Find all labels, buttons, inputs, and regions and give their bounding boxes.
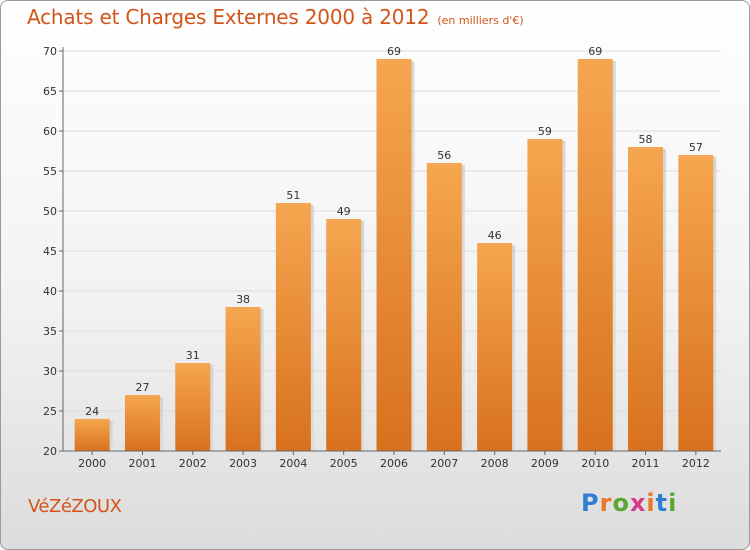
logo-letter: o bbox=[612, 489, 630, 517]
bar bbox=[74, 419, 110, 451]
bar-value-label: 57 bbox=[689, 141, 703, 154]
y-tick-label: 20 bbox=[43, 445, 57, 458]
chart-title-line: Achats et Charges Externes 2000 à 2012 (e… bbox=[27, 5, 524, 29]
x-tick-label: 2005 bbox=[330, 457, 358, 470]
logo-letter: t bbox=[655, 489, 669, 517]
logo-letter: P bbox=[581, 489, 600, 517]
y-tick-label: 40 bbox=[43, 285, 57, 298]
bar bbox=[477, 243, 513, 451]
logo-letter: x bbox=[629, 489, 647, 517]
bar-value-label: 56 bbox=[437, 149, 451, 162]
y-tick-label: 45 bbox=[43, 245, 57, 258]
x-tick-label: 2012 bbox=[682, 457, 710, 470]
bar-value-label: 58 bbox=[639, 133, 653, 146]
axis-layer: 20 25 30 35 40 45 50 55 60 65 70 2000 2001 2002 2003 20… bbox=[43, 45, 721, 470]
y-tick-label: 55 bbox=[43, 165, 57, 178]
bar bbox=[225, 307, 261, 451]
bar-value-label: 24 bbox=[85, 405, 99, 418]
x-tick-label: 2009 bbox=[531, 457, 559, 470]
bar bbox=[678, 155, 714, 451]
bar bbox=[628, 147, 664, 451]
y-tick-label: 50 bbox=[43, 205, 57, 218]
x-tick-label: 2001 bbox=[128, 457, 156, 470]
bar-value-label: 59 bbox=[538, 125, 552, 138]
bar bbox=[577, 59, 613, 451]
chart-title: Achats et Charges Externes 2000 à 2012 bbox=[27, 5, 430, 29]
bar-value-label: 27 bbox=[135, 381, 149, 394]
bar-value-label: 38 bbox=[236, 293, 250, 306]
bar-value-label: 46 bbox=[488, 229, 502, 242]
y-tick-label: 30 bbox=[43, 365, 57, 378]
y-tick-label: 60 bbox=[43, 125, 57, 138]
logo-letter: r bbox=[599, 489, 613, 517]
x-tick-label: 2000 bbox=[78, 457, 106, 470]
bar-value-label: 31 bbox=[186, 349, 200, 362]
x-tick-label: 2008 bbox=[481, 457, 509, 470]
bar bbox=[124, 395, 160, 451]
bar bbox=[275, 203, 311, 451]
place-name: VéZéZOUX bbox=[28, 496, 122, 517]
x-tick-label: 2006 bbox=[380, 457, 408, 470]
bar bbox=[426, 163, 462, 451]
logo-letter: i bbox=[668, 489, 678, 517]
x-tick-label: 2002 bbox=[179, 457, 207, 470]
y-tick-label: 35 bbox=[43, 325, 57, 338]
logo-letter: i bbox=[646, 489, 656, 517]
y-tick-label: 70 bbox=[43, 45, 57, 58]
bar-value-label: 69 bbox=[387, 45, 401, 58]
bar-value-label: 69 bbox=[588, 45, 602, 58]
x-tick-label: 2010 bbox=[581, 457, 609, 470]
bar bbox=[326, 219, 362, 451]
y-tick-label: 25 bbox=[43, 405, 57, 418]
chart-subtitle: (en milliers d'€) bbox=[437, 14, 524, 27]
y-tick-label: 65 bbox=[43, 85, 57, 98]
x-tick-label: 2003 bbox=[229, 457, 257, 470]
bar-value-label: 51 bbox=[286, 189, 300, 202]
bar bbox=[527, 139, 563, 451]
x-tick-label: 2007 bbox=[430, 457, 458, 470]
x-tick-label: 2011 bbox=[632, 457, 660, 470]
proxiti-logo: Proxiti bbox=[581, 489, 677, 517]
bar-value-label: 49 bbox=[337, 205, 351, 218]
bar bbox=[376, 59, 412, 451]
bar-layer: 24 27 31 38 51 49 69 56 46 59 69 58 57 bbox=[74, 45, 717, 451]
bar bbox=[175, 363, 211, 451]
x-tick-label: 2004 bbox=[279, 457, 307, 470]
